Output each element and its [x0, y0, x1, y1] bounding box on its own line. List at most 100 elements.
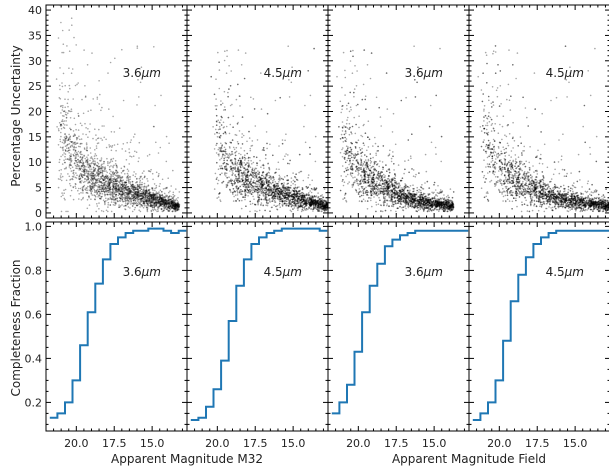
y-tick-label: 35: [28, 29, 42, 42]
scatter-point: [89, 164, 92, 167]
scatter-point: [112, 198, 115, 200]
scatter-point: [116, 184, 119, 187]
scatter-point: [165, 135, 168, 138]
scatter-point: [149, 200, 152, 203]
scatter-point: [175, 203, 177, 206]
scatter-point: [236, 177, 239, 180]
scatter-point: [177, 209, 180, 211]
scatter-point: [138, 191, 140, 194]
scatter-point: [90, 179, 92, 181]
scatter-point: [158, 203, 160, 205]
scatter-point: [113, 186, 115, 188]
scatter-point: [172, 203, 175, 205]
scatter-point: [86, 149, 88, 152]
scatter-point: [247, 180, 250, 183]
scatter-point: [136, 191, 139, 194]
scatter-point: [119, 187, 122, 189]
scatter-point: [147, 204, 150, 206]
scatter-point: [88, 177, 90, 180]
scatter-point: [78, 178, 80, 180]
scatter-point: [58, 122, 61, 124]
scatter-point: [81, 156, 83, 159]
scatter-point: [127, 174, 129, 177]
scatter-point: [87, 176, 89, 179]
scatter-point: [90, 190, 92, 192]
scatter-point: [161, 200, 163, 202]
scatter-point: [139, 200, 142, 202]
scatter-point: [100, 164, 103, 166]
scatter-point: [135, 204, 138, 206]
scatter-point: [117, 190, 120, 193]
scatter-point: [218, 87, 221, 90]
scatter-point: [83, 171, 86, 173]
scatter-point: [119, 205, 122, 207]
scatter-point: [304, 141, 307, 144]
scatter-point: [129, 141, 132, 144]
scatter-point: [151, 194, 153, 196]
scatter-point: [313, 199, 315, 201]
scatter-point: [175, 203, 177, 205]
scatter-point: [151, 196, 154, 198]
scatter-point: [155, 204, 157, 207]
scatter-point: [99, 171, 101, 173]
scatter-point: [67, 143, 69, 146]
scatter-point: [134, 202, 137, 205]
scatter-point: [102, 179, 104, 182]
scatter-point: [141, 205, 143, 208]
scatter-point: [86, 175, 88, 178]
scatter-point: [287, 154, 289, 156]
scatter-point: [123, 166, 126, 168]
scatter-point: [151, 187, 153, 190]
scatter-point: [235, 150, 238, 153]
scatter-point: [138, 202, 140, 205]
scatter-point: [254, 188, 257, 191]
scatter-point: [174, 208, 177, 210]
scatter-point: [98, 208, 100, 210]
scatter-point: [113, 187, 116, 190]
scatter-point: [89, 123, 91, 125]
scatter-point: [254, 203, 256, 206]
scatter-point: [59, 105, 62, 108]
scatter-point: [265, 204, 267, 206]
scatter-point: [153, 194, 156, 197]
scatter-point: [277, 193, 280, 195]
scatter-point: [227, 91, 229, 94]
scatter-point: [122, 200, 125, 203]
scatter-point: [166, 202, 169, 205]
scatter-point: [322, 205, 325, 208]
scatter-point: [98, 179, 100, 181]
scatter-point: [236, 141, 239, 143]
scatter-point: [85, 160, 87, 162]
scatter-point: [83, 168, 86, 171]
scatter-point: [236, 189, 238, 192]
scatter-point: [161, 199, 164, 201]
scatter-point: [261, 174, 263, 177]
scatter-point: [104, 187, 107, 189]
scatter-point: [62, 104, 64, 107]
scatter-point: [116, 180, 119, 182]
scatter-point: [132, 183, 134, 186]
scatter-point: [252, 171, 254, 174]
scatter-point: [143, 203, 145, 205]
scatter-point: [70, 141, 73, 143]
scatter-point: [86, 172, 88, 174]
scatter-point: [114, 194, 117, 196]
scatter-point: [322, 208, 325, 210]
scatter-point: [225, 156, 227, 159]
scatter-point: [165, 208, 168, 211]
scatter-point: [152, 200, 155, 202]
scatter-point: [64, 106, 66, 109]
scatter-point: [116, 188, 118, 190]
scatter-point: [168, 191, 170, 194]
scatter-point: [103, 184, 105, 186]
scatter-point: [163, 199, 166, 202]
scatter-point: [156, 199, 159, 201]
scatter-point: [160, 208, 162, 210]
scatter-point: [257, 189, 259, 192]
scatter-point: [173, 201, 176, 204]
scatter-point: [95, 180, 98, 182]
scatter-point: [91, 171, 93, 173]
scatter-point: [174, 206, 176, 208]
scatter-point: [145, 192, 148, 194]
scatter-point: [107, 191, 109, 193]
